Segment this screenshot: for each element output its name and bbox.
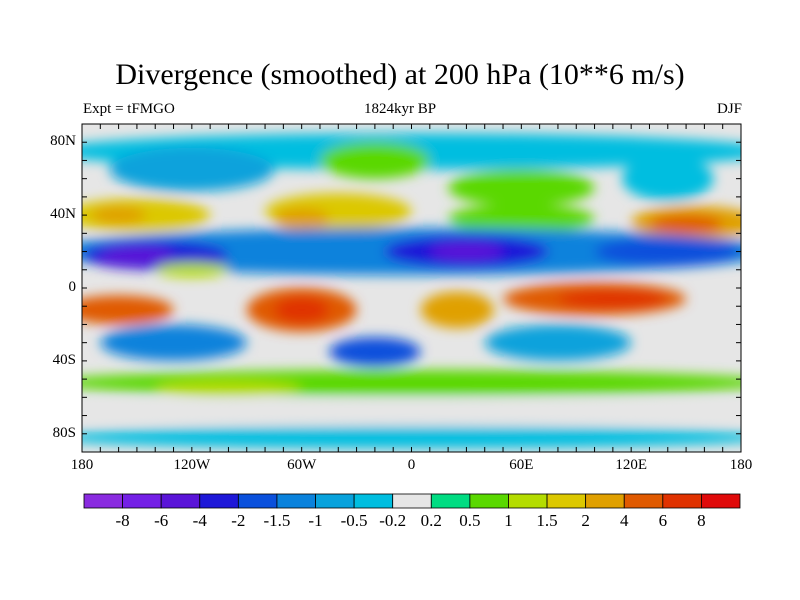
x-tick-label: 120W [173, 457, 211, 473]
colorbar-box [83, 493, 123, 509]
colorbar-label: -2 [231, 511, 246, 530]
colorbar-label: -4 [192, 511, 207, 530]
field-contour-region [82, 295, 174, 325]
colorbar-box [701, 493, 741, 509]
colorbar-label: -0.5 [340, 511, 368, 530]
colorbar-label: -0.2 [379, 511, 407, 530]
colorbar-box [237, 493, 278, 509]
field-contour-region [82, 400, 741, 423]
x-tick-label: 180 [70, 457, 94, 473]
colorbar-label: 6 [658, 511, 668, 530]
colorbar-label: 4 [619, 511, 629, 530]
field-contour-region [329, 337, 421, 367]
colorbar-box [122, 493, 162, 509]
season-label: DJF [716, 101, 742, 117]
y-tick-label: 80N [50, 133, 76, 150]
colorbar-box [469, 493, 509, 509]
colorbar-label: -6 [154, 511, 169, 530]
field-contour-region [420, 291, 494, 329]
field-contour-region [649, 215, 723, 234]
colorbar-label: 2 [581, 511, 590, 530]
field-contour-region [448, 169, 595, 206]
field-contour-region [319, 142, 430, 179]
field-contour-region [622, 156, 714, 201]
colorbar-box [662, 493, 702, 509]
y-tick-label: 80S [52, 424, 76, 441]
colorbar-box [392, 493, 432, 509]
colorbar-label: 0.5 [459, 511, 481, 530]
field-contour-region [91, 206, 147, 225]
x-tick-label: 60E [509, 457, 534, 473]
colorbar-label: -1.5 [263, 511, 291, 530]
field-contour-region [274, 207, 330, 230]
colorbar-box [276, 493, 316, 509]
colorbar-box [430, 493, 471, 509]
x-tick-label: 180 [729, 457, 753, 473]
field-contour-region [100, 246, 174, 265]
colorbar-box [199, 493, 239, 509]
field-contour-region [155, 380, 302, 396]
experiment-label: Expt = tFMGO [83, 101, 175, 117]
field-contour-region [448, 204, 595, 234]
field-contour-region [557, 289, 668, 309]
colorbar-box [508, 493, 548, 509]
colorbar-box [585, 493, 625, 509]
field-contour-region [82, 370, 741, 396]
field-contour-region [429, 242, 504, 261]
y-tick-label: 40N [50, 206, 76, 223]
time-label: 1824kyr BP [363, 101, 437, 117]
field-contour-region [100, 324, 247, 361]
field-contour-region [594, 236, 741, 267]
field-contour-region [109, 147, 275, 192]
colorbar-box [315, 493, 355, 509]
field-contour-region [82, 426, 741, 449]
colorbar-box [353, 493, 394, 509]
y-tick-label: 40S [52, 351, 76, 368]
colorbar-box [623, 493, 664, 509]
colorbar-label: -1 [308, 511, 323, 530]
field-contour-region [274, 297, 330, 323]
plot-title: Divergence (smoothed) at 200 hPa (10**6 … [115, 58, 685, 91]
x-tick-label: 60W [287, 457, 317, 473]
field-contour-region [155, 262, 229, 278]
field-contour-region [484, 324, 632, 361]
x-tick-label: 120E [615, 457, 647, 473]
colorbar-label: 0.2 [420, 511, 442, 530]
y-tick-label: 0 [68, 279, 77, 295]
colorbar-box [160, 493, 201, 509]
colorbar-box [546, 493, 587, 509]
colorbar-label: 1.5 [536, 511, 558, 530]
colorbar-label: 1 [504, 511, 513, 530]
colorbar-label: -8 [115, 511, 130, 530]
x-tick-label: 0 [407, 457, 416, 473]
colorbar-label: 8 [697, 511, 706, 530]
